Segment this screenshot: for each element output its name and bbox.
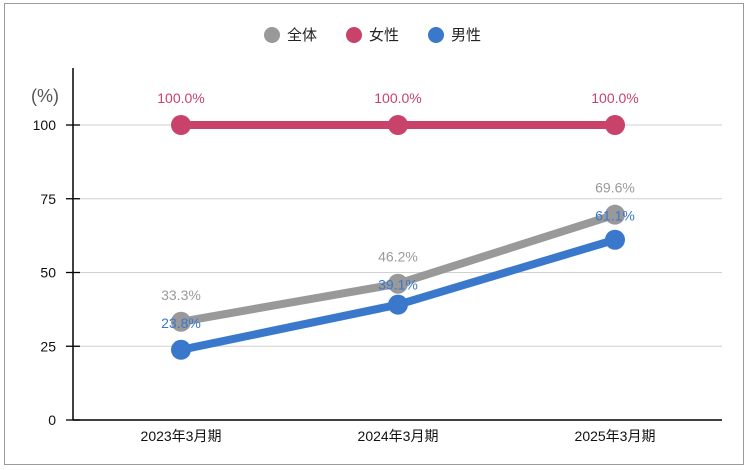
y-tick-label: 0 — [48, 412, 56, 428]
data-label: 61.1% — [595, 208, 635, 224]
x-tick-label: 2023年3月期 — [141, 428, 222, 444]
data-label: 100.0% — [591, 90, 638, 106]
y-axis-label: (%) — [31, 86, 59, 106]
data-point — [605, 229, 625, 250]
legend-marker-2 — [428, 27, 444, 43]
x-tick-label: 2024年3月期 — [358, 428, 439, 444]
data-point — [605, 115, 625, 135]
legend-label: 男性 — [451, 27, 481, 44]
data-label: 39.1% — [378, 277, 418, 293]
y-tick-label: 100 — [33, 117, 57, 133]
data-point — [605, 204, 625, 225]
legend-label: 女性 — [369, 26, 399, 44]
data-label: 46.2% — [378, 249, 418, 265]
data-point — [388, 115, 408, 135]
chart-frame — [4, 3, 744, 465]
data-label: 100.0% — [157, 90, 204, 106]
data-point — [388, 273, 408, 294]
y-tick-label: 50 — [40, 265, 56, 281]
legend-label: 全体 — [287, 26, 317, 44]
legend-marker-0 — [264, 27, 280, 43]
data-point — [388, 294, 408, 315]
x-tick-label: 2025年3月期 — [575, 428, 656, 444]
data-point — [171, 339, 191, 360]
data-label: 23.8% — [161, 315, 201, 331]
data-label: 100.0% — [374, 90, 421, 106]
data-label: 33.3% — [161, 287, 201, 303]
data-point — [171, 311, 191, 332]
y-tick-label: 25 — [40, 338, 56, 354]
legend-marker-1 — [346, 27, 362, 43]
y-tick-label: 75 — [40, 191, 56, 207]
data-point — [171, 115, 191, 135]
data-label: 69.6% — [595, 180, 635, 196]
